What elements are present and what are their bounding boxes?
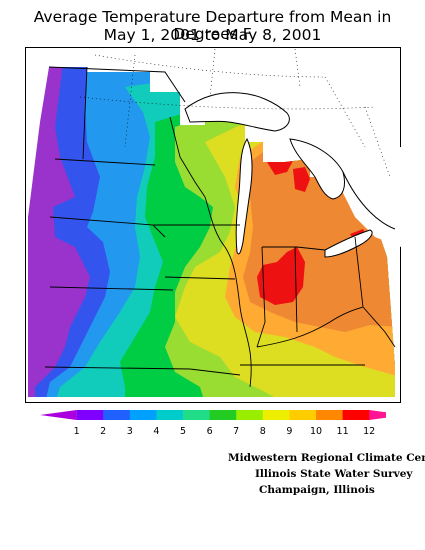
- state-line-ne-ks: [49, 286, 174, 291]
- legend-tick-label: 7: [233, 426, 239, 437]
- canada-border: [48, 66, 186, 103]
- lake-huron-shore: [289, 138, 346, 200]
- state-line-ks-ok: [44, 366, 191, 370]
- credit-survey: Illinois State Water Survey: [255, 468, 413, 480]
- legend-tick-label: 4: [153, 426, 159, 437]
- legend-swatch: [236, 410, 264, 420]
- credit-location: Champaign, Illinois: [259, 484, 375, 496]
- legend-tick-label: 5: [180, 426, 186, 437]
- state-line-mn-wi: [169, 116, 206, 198]
- legend-tick-label: 9: [286, 426, 292, 437]
- temperature-departure-map: [25, 47, 401, 403]
- lake-erie: [325, 230, 373, 257]
- legend-tick-label: 1: [74, 426, 80, 437]
- legend-swatch: [369, 410, 386, 420]
- graticule: [79, 48, 391, 178]
- state-line-va-wv: [362, 306, 396, 348]
- legend-tick-label: 8: [260, 426, 266, 437]
- map-date-range: May 1, 2001 to May 8, 2001: [103, 26, 322, 44]
- lake-superior-shore: [184, 92, 290, 132]
- lake-erie-shore: [324, 229, 373, 258]
- legend-swatch: [262, 410, 290, 420]
- legend-tick-label: 3: [127, 426, 133, 437]
- color-scale-legend: 1 2 3 4 5 6 7 8 9 10 11 12: [40, 410, 386, 437]
- state-line-mi-in: [262, 246, 326, 251]
- legend-swatch: [289, 410, 317, 420]
- state-line-il-in: [256, 246, 266, 348]
- state-line-mo-ar: [189, 368, 241, 376]
- legend-tick-label: 2: [100, 426, 106, 437]
- legend-swatch: [103, 410, 131, 420]
- state-boundaries: [44, 66, 396, 388]
- coastlines: [48, 66, 396, 258]
- graticule-lon-4: [324, 76, 366, 148]
- legend-swatch: [40, 410, 77, 420]
- legend-swatch: [183, 410, 211, 420]
- river-mississippi: [204, 196, 252, 388]
- legend-tick-label: 11: [337, 426, 349, 437]
- state-line-nd-sd: [54, 158, 156, 166]
- river-ohio: [256, 306, 364, 348]
- lake-michigan: [236, 139, 252, 254]
- graticule-lat-1: [94, 54, 326, 78]
- legend-swatch: [156, 410, 184, 420]
- state-line-ia-mo: [164, 276, 236, 280]
- graticule-lon-5: [364, 106, 391, 178]
- legend-color-bar: [40, 410, 386, 420]
- state-line-mt-nd: [82, 66, 88, 160]
- graticule-lat-2: [79, 96, 376, 110]
- legend-swatch: [342, 410, 370, 420]
- legend-swatch: [129, 410, 157, 420]
- legend-swatch: [76, 410, 104, 420]
- region-red-northern-michigan: [293, 167, 310, 192]
- legend-tick-label: 10: [310, 426, 322, 437]
- lake-huron: [290, 139, 345, 199]
- legend-swatch: [316, 410, 344, 420]
- map-title: Average Temperature Departure from Mean …: [33, 8, 392, 43]
- state-line-in-oh: [294, 246, 298, 333]
- legend-swatch: [209, 410, 237, 420]
- legend-tick-label: 12: [363, 426, 375, 437]
- region-red-central: [257, 247, 305, 305]
- lake-michigan-shore: [235, 137, 253, 255]
- legend-tick-labels: 1 2 3 4 5 6 7 8 9 10 11 12: [74, 426, 376, 437]
- graticule-lon-2: [209, 48, 216, 98]
- ontario-coast: [342, 171, 396, 230]
- state-line-oh-pa: [354, 236, 364, 308]
- credit-institution: Midwestern Regional Climate Center: [228, 452, 425, 464]
- legend-tick-label: 6: [207, 426, 213, 437]
